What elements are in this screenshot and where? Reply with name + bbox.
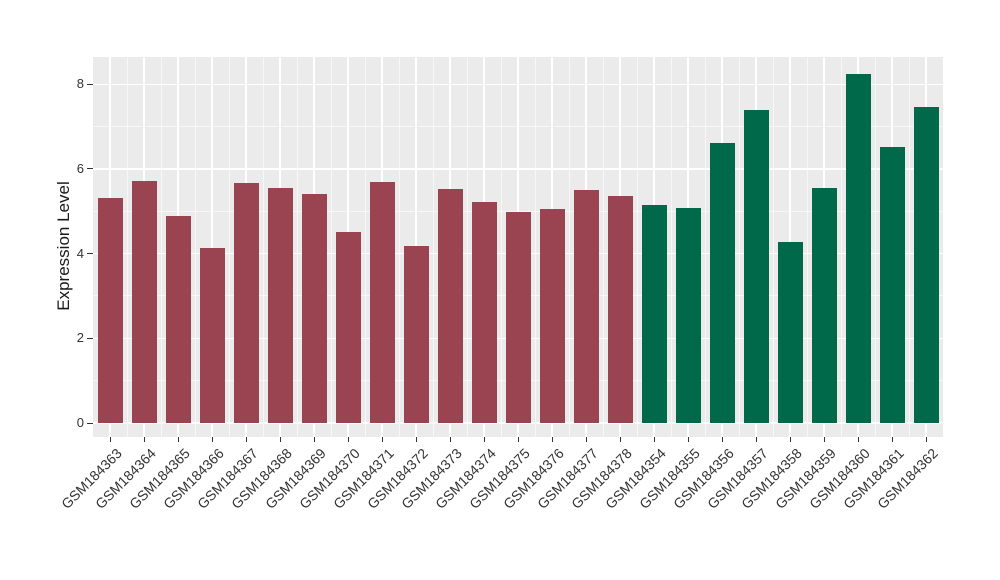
bar-GSM184368	[267, 187, 293, 423]
x-tick-mark	[551, 437, 553, 442]
gridline-minor-x	[670, 57, 672, 437]
x-tick-mark	[687, 437, 689, 442]
x-tick-mark	[381, 437, 383, 442]
gridline-minor-x	[466, 57, 468, 437]
x-tick-mark	[143, 437, 145, 442]
x-tick-mark	[449, 437, 451, 442]
y-tick-mark	[87, 253, 93, 255]
gridline-minor-x	[364, 57, 366, 437]
y-tick-mark	[87, 83, 93, 85]
x-tick-mark	[619, 437, 621, 442]
bar-GSM184375	[505, 211, 531, 423]
x-tick-mark	[517, 437, 519, 442]
y-tick-label: 6	[76, 160, 84, 176]
x-tick-mark	[721, 437, 723, 442]
gridline-minor-x	[126, 57, 128, 437]
x-tick-mark	[483, 437, 485, 442]
gridline-minor-x	[636, 57, 638, 437]
x-tick-mark	[177, 437, 179, 442]
gridline-minor-x	[772, 57, 774, 437]
x-tick-mark	[585, 437, 587, 442]
gridline-minor-x	[738, 57, 740, 437]
y-tick-mark	[87, 422, 93, 424]
y-tick-mark	[87, 337, 93, 339]
bar-GSM184360	[845, 73, 871, 423]
bar-GSM184377	[573, 190, 599, 423]
bar-GSM184370	[335, 232, 361, 423]
bar-GSM184361	[879, 146, 905, 423]
bar-GSM184378	[607, 196, 633, 423]
bar-GSM184373	[437, 189, 463, 423]
gridline-minor-x	[296, 57, 298, 437]
bar-GSM184356	[709, 143, 735, 423]
gridline-minor-x	[194, 57, 196, 437]
gridline-minor-x	[874, 57, 876, 437]
gridline-minor-x	[534, 57, 536, 437]
bar-GSM184358	[777, 241, 803, 423]
bar-GSM184371	[369, 182, 395, 423]
gridline-major-x	[211, 57, 213, 437]
bar-GSM184372	[403, 245, 429, 423]
x-tick-mark	[211, 437, 213, 442]
bar-GSM184369	[301, 193, 327, 423]
gridline-minor-x	[568, 57, 570, 437]
chart-panel	[93, 57, 943, 437]
x-tick-mark	[653, 437, 655, 442]
gridline-minor-x	[262, 57, 264, 437]
x-tick-mark	[789, 437, 791, 442]
y-tick-label: 0	[76, 415, 84, 430]
bar-GSM184367	[233, 183, 259, 423]
gridline-minor-x	[602, 57, 604, 437]
y-tick-label: 8	[76, 76, 84, 92]
bar-GSM184354	[641, 204, 667, 423]
gridline-minor-x	[840, 57, 842, 437]
gridline-minor-x	[228, 57, 230, 437]
y-tick-label: 2	[76, 330, 84, 346]
x-tick-mark	[857, 437, 859, 442]
x-tick-mark	[823, 437, 825, 442]
x-tick-mark	[415, 437, 417, 442]
bar-GSM184364	[131, 180, 157, 423]
bar-GSM184357	[743, 110, 769, 423]
x-tick-mark	[755, 437, 757, 442]
bar-GSM184366	[199, 247, 225, 423]
bar-GSM184374	[471, 201, 497, 423]
x-tick-mark	[245, 437, 247, 442]
gridline-minor-x	[908, 57, 910, 437]
x-tick-mark	[313, 437, 315, 442]
bar-GSM184365	[165, 216, 191, 423]
y-tick-mark	[87, 168, 93, 170]
bar-GSM184376	[539, 208, 565, 423]
bar-GSM184362	[913, 107, 939, 423]
gridline-minor-x	[398, 57, 400, 437]
gridline-minor-x	[160, 57, 162, 437]
x-tick-mark	[279, 437, 281, 442]
x-tick-mark	[109, 437, 111, 442]
x-tick-mark	[925, 437, 927, 442]
gridline-minor-x	[806, 57, 808, 437]
gridline-minor-x	[432, 57, 434, 437]
y-tick-label: 4	[76, 245, 84, 261]
bar-GSM184359	[811, 187, 837, 423]
bar-GSM184363	[97, 198, 123, 423]
gridline-minor-x	[500, 57, 502, 437]
x-tick-mark	[347, 437, 349, 442]
bar-GSM184355	[675, 207, 701, 423]
x-tick-mark	[891, 437, 893, 442]
gridline-minor-x	[704, 57, 706, 437]
gridline-minor-x	[330, 57, 332, 437]
